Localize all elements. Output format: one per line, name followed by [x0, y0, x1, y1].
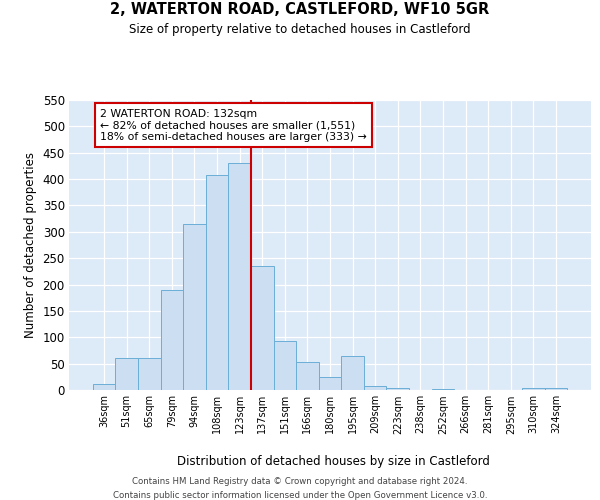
Text: Distribution of detached houses by size in Castleford: Distribution of detached houses by size …	[176, 455, 490, 468]
Bar	[364, 386, 386, 390]
Text: 2 WATERTON ROAD: 132sqm
← 82% of detached houses are smaller (1,551)
18% of semi: 2 WATERTON ROAD: 132sqm ← 82% of detache…	[100, 108, 367, 142]
Text: Contains HM Land Registry data © Crown copyright and database right 2024.: Contains HM Land Registry data © Crown c…	[132, 478, 468, 486]
Text: 2, WATERTON ROAD, CASTLEFORD, WF10 5GR: 2, WATERTON ROAD, CASTLEFORD, WF10 5GR	[110, 2, 490, 18]
Bar	[229, 164, 251, 390]
Text: Contains public sector information licensed under the Open Government Licence v3: Contains public sector information licen…	[113, 491, 487, 500]
Bar	[251, 266, 274, 390]
Bar	[545, 388, 567, 390]
Bar	[138, 358, 161, 390]
Text: Size of property relative to detached houses in Castleford: Size of property relative to detached ho…	[129, 22, 471, 36]
Y-axis label: Number of detached properties: Number of detached properties	[24, 152, 37, 338]
Bar	[341, 356, 364, 390]
Bar	[206, 175, 229, 390]
Bar	[319, 377, 341, 390]
Bar	[296, 362, 319, 390]
Bar	[161, 290, 183, 390]
Bar	[522, 388, 545, 390]
Bar	[93, 384, 115, 390]
Bar	[183, 224, 206, 390]
Bar	[274, 341, 296, 390]
Bar	[386, 388, 409, 390]
Bar	[115, 358, 138, 390]
